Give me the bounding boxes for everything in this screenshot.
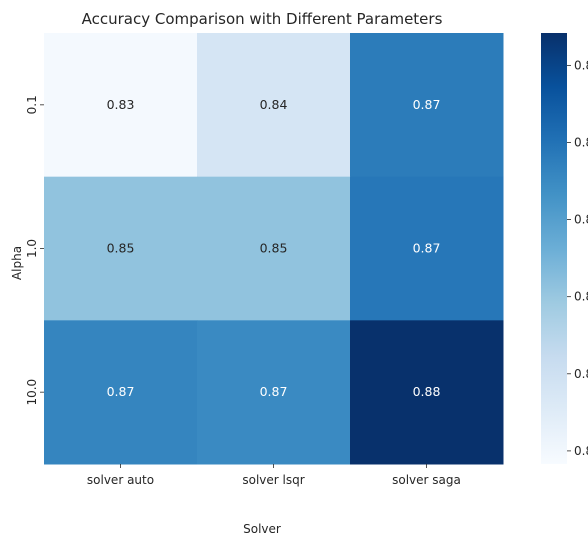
heatmap-cell <box>44 33 198 178</box>
heatmap-cells <box>44 33 504 465</box>
cell-value-label: 0.88 <box>413 384 441 399</box>
cell-value-label: 0.85 <box>107 241 135 256</box>
y-axis-ticks: 0.1 1.0 10.0 <box>25 95 44 406</box>
colorbar-tick-label: 0.83 <box>574 444 588 458</box>
x-axis-ticks: solver auto solver lsqr solver saga <box>87 464 461 487</box>
cell-value-label: 0.83 <box>107 97 135 112</box>
heatmap-cell <box>350 320 504 465</box>
colorbar-tick-label: 0.86 <box>574 213 588 227</box>
cell-value-label: 0.87 <box>107 384 135 399</box>
colorbar <box>541 33 567 464</box>
cell-value-label: 0.87 <box>260 384 288 399</box>
y-axis-label: Alpha <box>10 246 24 280</box>
cell-value-label: 0.87 <box>413 97 441 112</box>
colorbar-tick-label: 0.88 <box>574 58 588 72</box>
x-tick-label: solver lsqr <box>242 473 304 487</box>
y-tick-label: 1.0 <box>25 239 39 258</box>
colorbar-ticks: 0.83 0.84 0.85 0.86 0.87 0.88 <box>567 58 588 458</box>
x-tick-label: solver auto <box>87 473 154 487</box>
heatmap-cell <box>44 176 198 321</box>
heatmap-cell <box>197 33 351 178</box>
heatmap-cell <box>350 33 504 178</box>
colorbar-tick-label: 0.84 <box>574 367 588 381</box>
colorbar-tick-label: 0.85 <box>574 290 588 304</box>
heatmap-cell <box>197 320 351 465</box>
x-tick-label: solver saga <box>392 473 461 487</box>
x-axis-label: Solver <box>243 522 281 536</box>
heatmap-cell <box>197 176 351 321</box>
heatmap-cell <box>44 320 198 465</box>
cell-value-label: 0.85 <box>260 241 288 256</box>
heatmap-cell-labels: 0.83 0.84 0.87 0.85 0.85 0.87 0.87 0.87 0.88 <box>107 97 441 399</box>
cell-value-label: 0.87 <box>413 241 441 256</box>
y-tick-label: 0.1 <box>25 95 39 114</box>
chart-title: Accuracy Comparison with Different Param… <box>82 10 443 28</box>
cell-value-label: 0.84 <box>260 97 288 112</box>
colorbar-tick-label: 0.87 <box>574 135 588 149</box>
heatmap-cell <box>350 176 504 321</box>
y-tick-label: 10.0 <box>25 379 39 406</box>
